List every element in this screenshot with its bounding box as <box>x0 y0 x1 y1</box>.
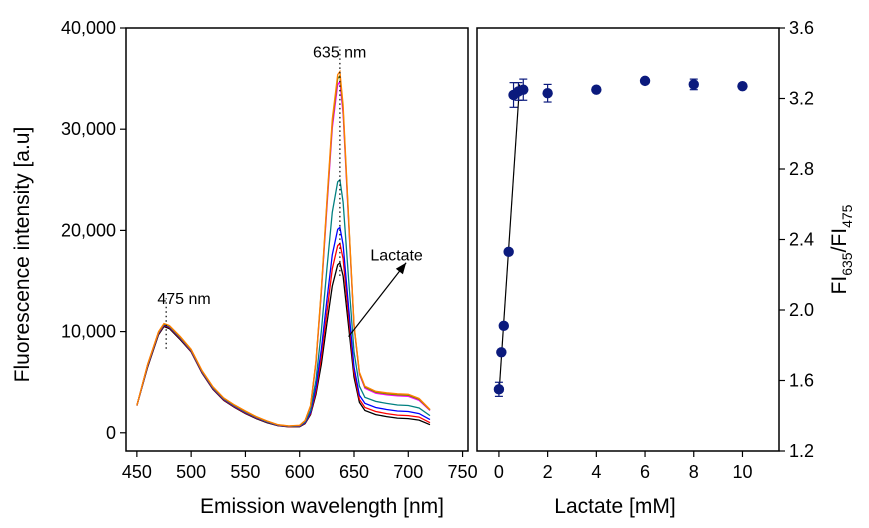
ratio-error-bars <box>494 78 698 397</box>
data-point-8 <box>542 88 553 99</box>
x-tick-label: 450 <box>122 462 152 482</box>
arrow-shaft <box>348 262 407 338</box>
data-point-2 <box>496 347 507 358</box>
x-tick-label: 650 <box>339 462 369 482</box>
y-tick-label: 20,000 <box>61 220 116 240</box>
x-tick-label: 4 <box>591 462 601 482</box>
annotation-475nm: 475 nm <box>157 291 210 308</box>
x-tick-label: 0 <box>494 462 504 482</box>
x-tick-label: 750 <box>448 462 478 482</box>
y-tick-label: 3.2 <box>789 89 814 109</box>
x-tick-label: 500 <box>176 462 206 482</box>
y-tick-label: 0 <box>106 423 116 443</box>
annotation-lactate: Lactate <box>370 248 423 265</box>
y-tick-label: 2.4 <box>789 230 814 250</box>
y-tick-label: 30,000 <box>61 119 116 139</box>
data-point-7 <box>518 84 529 95</box>
spectra-y-axis-label: Fluorescence intensity [a.u] <box>11 127 34 383</box>
spectrum-series-7 <box>136 69 431 427</box>
y-tick-label: 1.2 <box>789 441 814 461</box>
ratio-points <box>493 75 748 395</box>
x-tick-label: 600 <box>285 462 315 482</box>
data-point-3 <box>498 320 509 332</box>
arrow-head <box>395 262 407 275</box>
ylabel-fi-a: FI <box>828 276 851 295</box>
x-tick-label: 2 <box>543 462 553 482</box>
spectra-series-group <box>136 69 431 428</box>
ratio-fit-line-group <box>498 84 521 395</box>
y-tick-label: 2.8 <box>789 159 814 179</box>
ylabel-sub-475: 475 <box>839 204 855 228</box>
spectra-y-ticks: 0 10,000 20,000 30,000 40,000 <box>61 18 126 443</box>
ratio-x-ticks: 0 2 4 6 8 10 <box>494 451 752 482</box>
spectrum-series-2 <box>136 242 431 428</box>
x-tick-label: 10 <box>732 462 752 482</box>
spectra-plot-frame <box>125 27 469 452</box>
ratio-x-axis-label: Lactate [mM] <box>554 495 675 518</box>
lactate-arrow <box>348 262 407 338</box>
y-tick-label: 10,000 <box>61 322 116 342</box>
y-tick-label: 3.6 <box>789 18 814 38</box>
data-point-10 <box>639 75 651 87</box>
x-tick-label: 8 <box>689 462 699 482</box>
data-point-4 <box>503 246 514 258</box>
spectra-x-ticks: 450 500 550 600 650 700 750 <box>122 451 478 482</box>
spectrum-series-1 <box>136 261 431 428</box>
annotation-635nm: 635 nm <box>313 44 366 61</box>
ratio-y-ticks: 1.2 1.6 2.0 2.4 2.8 3.2 3.6 <box>779 18 814 461</box>
spectra-panel: 450 500 550 600 650 700 750 0 10,000 20,000 30,00… <box>11 18 478 518</box>
fit-line <box>498 84 521 395</box>
data-point-9 <box>591 84 602 95</box>
spectra-x-axis-label: Emission wavelength [nm] <box>200 495 444 518</box>
data-point-12 <box>737 80 748 92</box>
data-point-1 <box>493 384 505 395</box>
y-tick-label: 1.6 <box>789 371 814 391</box>
x-tick-label: 6 <box>640 462 650 482</box>
ratio-panel: 0 2 4 6 8 10 1.2 1.6 2.0 2.4 2.8 3.2 3.6 Lactate [m… <box>476 18 855 518</box>
x-tick-label: 700 <box>393 462 423 482</box>
x-tick-label: 550 <box>230 462 260 482</box>
ylabel-sub-635: 635 <box>839 252 855 276</box>
ylabel-fi-c: /FI <box>828 228 851 253</box>
y-tick-label: 40,000 <box>61 18 116 38</box>
ratio-y-axis-label: FI635/FI475 <box>828 204 855 294</box>
data-point-11 <box>688 79 699 90</box>
y-tick-label: 2.0 <box>789 300 814 320</box>
